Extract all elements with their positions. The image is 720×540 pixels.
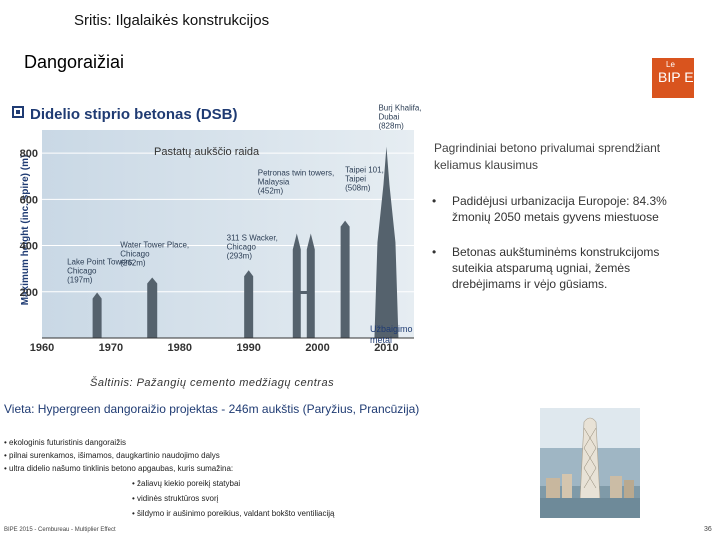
bipe-logo: Le BIP E bbox=[652, 58, 694, 98]
x-axis-label-line-2: metai bbox=[370, 335, 392, 345]
advantage-text: Betonas aukštuminėms konstrukcijoms sute… bbox=[452, 245, 660, 291]
page-title: Dangoraižiai bbox=[24, 52, 125, 72]
tower-label-line: (508m) bbox=[345, 184, 371, 193]
tower-label: Water Tower Place, Chicago (262m) bbox=[120, 240, 189, 267]
skybridge-mark bbox=[299, 290, 308, 294]
tower-label-line: (828m) bbox=[378, 122, 404, 131]
page-number: 36 bbox=[704, 526, 712, 533]
tower-mark bbox=[244, 270, 254, 338]
tower-label-line: Taipei bbox=[345, 175, 366, 184]
plot-background bbox=[42, 130, 414, 338]
height-chart: Lake Point Towers, Chicago (197m)Water Tow… bbox=[20, 104, 422, 354]
y-axis-label: Maximum height (inc. spire) (m) bbox=[20, 155, 31, 306]
bullet-icon: • bbox=[432, 194, 437, 208]
y-tick-label: 600 bbox=[20, 194, 38, 206]
project-feature: • ekologinis futuristinis dangoraižis bbox=[4, 438, 126, 447]
tower-label-line: Water Tower Place, bbox=[120, 240, 189, 249]
advantage-text: Padidėjusi urbanizacija Europoje: 84.3% … bbox=[452, 194, 667, 224]
tower-labels: Lake Point Towers, Chicago (197m)Water Tow… bbox=[67, 104, 421, 285]
tower-label: Taipei 101, Taipei (508m) bbox=[345, 166, 384, 193]
tower-label-line: Chicago bbox=[120, 249, 150, 258]
x-tick-label: 2010 bbox=[374, 342, 398, 354]
tower-label: Burj Khalifa, Dubai (828m) bbox=[378, 104, 421, 131]
reduction-item: • vidinės struktūros svorį bbox=[132, 494, 219, 503]
bullet-icon: • bbox=[432, 245, 437, 259]
tower-mark bbox=[292, 233, 301, 338]
tower-mark bbox=[340, 220, 350, 338]
tower-label-line: Lake Point Towers, bbox=[67, 257, 134, 266]
chart-source: Šaltinis: Pažangių cemento medžiagų cent… bbox=[90, 377, 335, 389]
project-feature: • ultra didelio našumo tinklinis betono … bbox=[4, 464, 234, 473]
advantage-item: • Padidėjusi urbanizacija Europoje: 84.3%… bbox=[430, 193, 690, 225]
tower-silhouettes bbox=[92, 146, 399, 338]
logo-main-text: BIP E bbox=[658, 69, 694, 85]
hypergreen-tower-photo bbox=[540, 408, 640, 518]
tower-label-line: Malaysia bbox=[258, 178, 290, 187]
tower-label-line: (293m) bbox=[227, 251, 253, 260]
x-axis-label: Užbaigimo metai bbox=[370, 324, 413, 345]
chart-title: Didelio stiprio betonas (DSB) bbox=[30, 106, 238, 123]
tower-label-line: Petronas twin towers, bbox=[258, 169, 334, 178]
y-tick-label: 400 bbox=[20, 241, 38, 253]
advantage-item: • Betonas aukštuminėms konstrukcijoms sut… bbox=[430, 244, 690, 292]
chart-legend: Pastatų aukščio raida bbox=[154, 146, 260, 158]
tower-label-line: Taipei 101, bbox=[345, 166, 384, 175]
tower-label-line: Chicago bbox=[227, 242, 257, 251]
x-tick-label: 1990 bbox=[236, 342, 260, 354]
logo-top-text: Le bbox=[666, 60, 675, 69]
x-tick-label: 1980 bbox=[168, 342, 192, 354]
reduction-item: • žaliavų kiekio poreikį statybai bbox=[132, 479, 241, 488]
section-header: Sritis: Ilgalaikės konstrukcijos bbox=[74, 12, 270, 29]
tower-label-line: (452m) bbox=[258, 187, 284, 196]
advantages-title: Pagrindiniai betono privalumai sprendžia… bbox=[434, 141, 661, 172]
tower-mark bbox=[92, 292, 102, 338]
tower-label-line: Burj Khalifa, bbox=[378, 104, 421, 113]
footer-credit: BIPE 2015 - Cembureau - Multiplier Effec… bbox=[4, 527, 116, 533]
tower-label-line: Dubai bbox=[378, 113, 399, 122]
x-tick-label: 2000 bbox=[305, 342, 329, 354]
tower-label: Petronas twin towers, Malaysia (452m) bbox=[258, 169, 334, 196]
axis-ticks: 200 400 600 800 1960 1970 1980 1990 2000 2010 bbox=[20, 148, 399, 354]
project-reductions: • žaliavų kiekio poreikį statybai • vidi… bbox=[132, 476, 334, 521]
tower-label-line: (197m) bbox=[67, 275, 93, 284]
project-title: Vieta: Hypergreen dangoraižio projektas … bbox=[4, 402, 420, 416]
reduction-item: • šildymo ir aušinimo poreikius, valdant… bbox=[132, 509, 335, 518]
y-tick-label: 800 bbox=[20, 148, 38, 160]
tower-label-line: (262m) bbox=[120, 258, 146, 267]
project-features: • ekologinis futuristinis dangoraižis • … bbox=[4, 436, 233, 475]
tower-mark bbox=[374, 146, 399, 338]
grid-lines bbox=[42, 152, 414, 293]
tower-mark bbox=[306, 233, 315, 338]
tower-label-line: 311 S Wacker, bbox=[227, 233, 278, 242]
tower-label: 311 S Wacker, Chicago (293m) bbox=[227, 233, 278, 260]
tower-mark bbox=[147, 277, 158, 338]
x-axis-label-line-1: Užbaigimo bbox=[370, 324, 413, 334]
tower-label-line: Chicago bbox=[67, 266, 97, 275]
x-tick-label: 1960 bbox=[30, 342, 54, 354]
y-tick-label: 200 bbox=[20, 287, 38, 299]
square-bullet-icon bbox=[12, 106, 24, 118]
tower-label: Lake Point Towers, Chicago (197m) bbox=[67, 257, 134, 284]
advantages-list: • Padidėjusi urbanizacija Europoje: 84.3%… bbox=[430, 193, 690, 311]
project-feature: • pilnai surenkamos, išimamos, daugkarti… bbox=[4, 451, 220, 460]
x-tick-label: 1970 bbox=[99, 342, 123, 354]
